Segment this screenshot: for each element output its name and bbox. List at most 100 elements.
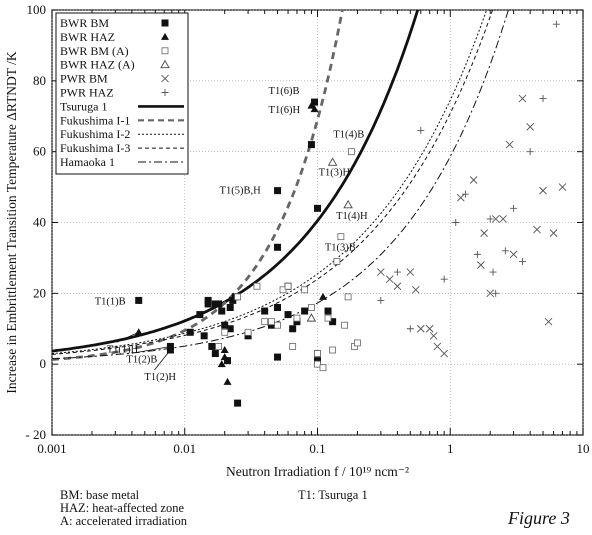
legend-label: BWR HAZ (A) [60,58,135,72]
annotation-label: T1(1)B [95,296,126,307]
data-point [161,19,169,27]
data-point [314,360,321,368]
annotation-label: T1(3)B [325,243,356,254]
data-point [134,328,143,336]
data-point [301,286,309,294]
data-point [473,250,481,258]
data-point [215,300,223,308]
trend-curve [52,10,509,360]
legend-label: Fukushima I-1 [60,113,130,127]
data-point [544,317,553,326]
data-point [539,95,547,103]
data-point [333,258,341,265]
data-point [549,229,558,237]
data-point [161,74,169,83]
data-point [310,105,319,113]
legend-label: BWR BM [60,16,109,30]
trend-curve [52,10,488,355]
data-point [341,321,348,329]
data-point [204,296,212,304]
annotation-label: T1(4)H [336,211,368,222]
data-point [274,321,281,329]
data-point [324,314,332,322]
y-tick-label: 60 [33,144,46,159]
y-tick-label: 20 [33,285,46,300]
annotation-leader [116,331,139,343]
annotation-label: T1(6)H [269,105,301,116]
data-point [244,328,252,336]
y-axis-label: Increase in Embrittlement Transition Tem… [4,51,19,394]
data-point [226,304,234,311]
legend-label: Hamaoka 1 [60,155,115,169]
data-point [319,364,327,372]
x-ticks: 0.001 0.01 0.1 1 10 [37,10,590,456]
y-tick-label: - 20 [25,427,46,442]
data-point [301,307,309,315]
data-point [486,215,494,223]
data-point [505,140,514,149]
data-point [186,328,194,336]
data-point [491,215,500,223]
footnote-bm: BM: base metal [60,488,140,502]
annotation-label: T1(1)H [107,344,139,355]
annotations: T1(6)B T1(6)H T1(4)B T1(3)H T1(5)B,H T1(4)H T1… [95,86,368,383]
data-point [477,261,485,269]
data-point [314,357,321,365]
data-point [425,324,434,333]
legend-label: BWR BM (A) [60,44,129,58]
data-point [224,357,232,365]
data-point [518,257,526,265]
data-point [220,346,229,353]
data-point [314,350,321,357]
data-point [221,321,229,329]
data-point [221,328,229,336]
data-point [204,300,212,308]
annotation-label: T1(3)H [319,167,351,178]
data-point [344,293,352,301]
data-point [261,307,269,315]
annotation-label: T1(5)B,H [220,186,262,197]
data-point [161,89,169,96]
data-point [135,296,143,304]
data-point [533,225,541,234]
data-point [393,282,402,291]
data-point [377,268,385,276]
data-point [318,292,327,300]
data-point [289,343,297,350]
data-point [499,215,507,223]
figure-label: Figure 3 [508,508,570,528]
data-point [452,219,460,226]
data-point [440,275,448,283]
data-point [456,193,465,202]
data-point [393,268,401,276]
data-points [134,20,567,407]
data-point [526,123,534,131]
data-point [279,286,287,294]
legend-label: Tsuruga 1 [60,99,107,113]
data-point [492,289,500,297]
y-tick-label: 0 [40,356,47,371]
annotation-label: T1(2)B [126,354,157,365]
data-point [469,176,478,184]
data-point [234,399,242,407]
data-point [539,186,547,195]
data-point [211,350,219,358]
data-point [307,141,315,149]
x-axis-label: Neutron Irradiation f / 10¹⁹ ncm⁻² [226,464,409,479]
data-point [486,289,495,298]
data-point [429,332,438,340]
data-point [343,199,353,209]
data-point [200,332,208,340]
data-point [267,321,275,329]
data-point [160,59,170,69]
data-point [208,342,216,350]
data-point [274,243,282,251]
data-point [480,229,488,237]
y-tick-label: 40 [33,215,46,230]
data-point [411,285,420,294]
data-point [217,360,226,368]
data-point [223,377,232,385]
legend-label: BWR HAZ [60,30,115,44]
